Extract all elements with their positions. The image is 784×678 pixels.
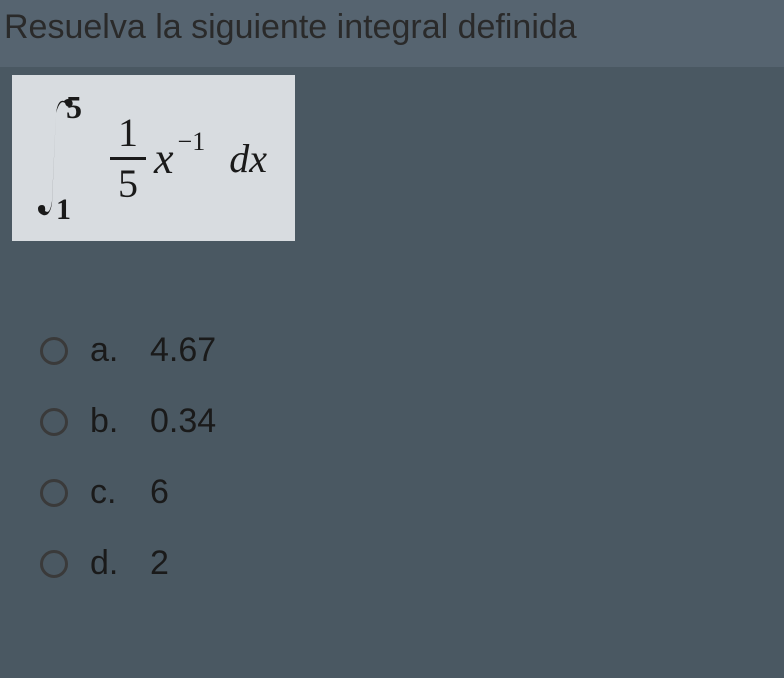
option-a[interactable]: a. 4.67	[40, 331, 784, 370]
option-letter: a.	[90, 331, 128, 370]
upper-bound: 5	[66, 89, 82, 126]
integral-symbol: 5 1	[30, 93, 78, 223]
radio-button[interactable]	[40, 550, 68, 578]
integral-expression-box: 5 1 1 5 x −1 dx	[12, 75, 295, 241]
radio-button[interactable]	[40, 408, 68, 436]
question-text: Resuelva la siguiente integral definida	[0, 0, 784, 67]
fraction-numerator: 1	[118, 113, 138, 157]
option-letter: b.	[90, 402, 128, 441]
variable-x: x	[154, 133, 174, 184]
option-d[interactable]: d. 2	[40, 544, 784, 583]
option-value: 0.34	[150, 402, 216, 441]
fraction: 1 5	[110, 113, 146, 204]
fraction-denominator: 5	[118, 160, 138, 204]
option-value: 2	[150, 544, 169, 583]
differential: dx	[229, 135, 267, 182]
integral-content: 5 1 1 5 x −1 dx	[30, 93, 267, 223]
option-letter: d.	[90, 544, 128, 583]
option-c[interactable]: c. 6	[40, 473, 784, 512]
option-b[interactable]: b. 0.34	[40, 402, 784, 441]
radio-button[interactable]	[40, 337, 68, 365]
option-value: 4.67	[150, 331, 216, 370]
lower-bound: 1	[56, 193, 71, 227]
radio-button[interactable]	[40, 479, 68, 507]
options-list: a. 4.67 b. 0.34 c. 6 d. 2	[40, 331, 784, 583]
option-value: 6	[150, 473, 169, 512]
option-letter: c.	[90, 473, 128, 512]
exponent: −1	[178, 127, 206, 157]
